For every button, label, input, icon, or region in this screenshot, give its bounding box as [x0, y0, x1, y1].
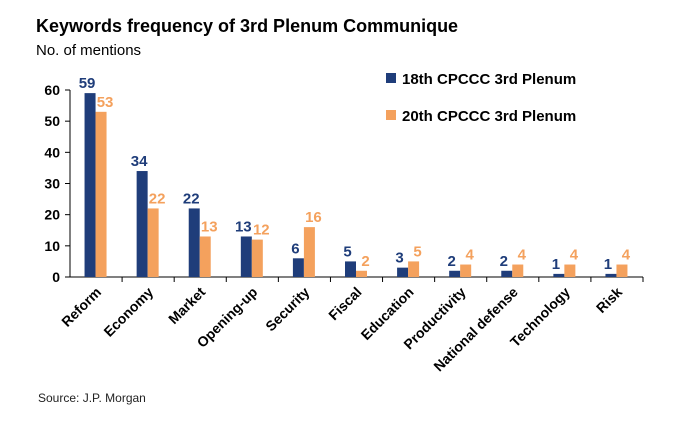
bar-20th-reform	[95, 111, 107, 277]
data-label: 4	[622, 247, 631, 264]
data-label: 22	[183, 190, 200, 207]
bar-18th-opening-up	[240, 236, 252, 277]
legend: 18th CPCCC 3rd Plenum 20th CPCCC 3rd Ple…	[386, 71, 576, 125]
chart-title: Keywords frequency of 3rd Plenum Communi…	[36, 16, 458, 36]
y-tick-label: 60	[44, 82, 60, 98]
bar-18th-education	[397, 267, 409, 277]
chart-subtitle: No. of mentions	[36, 42, 141, 59]
category-label: Reform	[58, 284, 104, 330]
bar-18th-market	[188, 208, 200, 277]
bar-20th-opening-up	[251, 239, 263, 277]
data-label: 12	[253, 222, 270, 239]
y-tick-label: 20	[44, 207, 60, 223]
y-tick-label: 50	[44, 113, 60, 129]
category-label: Fiscal	[325, 284, 364, 323]
data-label: 4	[466, 247, 475, 264]
bar-18th-productivity	[449, 270, 461, 277]
y-tick-label: 10	[44, 238, 60, 254]
data-label: 5	[343, 243, 351, 260]
data-label: 22	[149, 190, 166, 207]
y-tick-label: 40	[44, 144, 60, 160]
data-label: 6	[291, 240, 299, 257]
legend-swatch-20th	[386, 110, 396, 120]
bar-20th-fiscal	[356, 270, 367, 277]
data-label: 13	[235, 218, 252, 235]
data-label: 2	[500, 253, 508, 270]
data-label: 4	[570, 247, 579, 264]
legend-label-18th: 18th CPCCC 3rd Plenum	[402, 71, 576, 88]
bar-18th-national-defense	[501, 270, 513, 277]
bars	[84, 93, 628, 277]
bar-20th-technology	[564, 264, 576, 277]
legend-label-20th: 20th CPCCC 3rd Plenum	[402, 108, 576, 125]
bar-20th-national-defense	[512, 264, 524, 277]
data-label: 53	[97, 94, 114, 111]
y-tick-label: 0	[52, 269, 60, 285]
category-label: Market	[165, 284, 208, 327]
category-label: Security	[262, 284, 313, 335]
bar-20th-economy	[147, 208, 159, 277]
bar-18th-fiscal	[345, 261, 356, 277]
bar-18th-reform	[84, 93, 96, 277]
data-label: 2	[448, 253, 456, 270]
legend-swatch-18th	[386, 73, 396, 83]
data-label: 13	[201, 218, 218, 235]
bar-20th-risk	[616, 264, 628, 277]
bar-20th-market	[199, 236, 211, 277]
source-note: Source: J.P. Morgan	[38, 391, 146, 405]
data-label: 59	[79, 75, 96, 92]
data-label: 16	[305, 209, 322, 226]
bar-18th-security	[292, 258, 304, 277]
axes: 0 10 20 30 40 50 60	[44, 82, 644, 285]
category-label: Risk	[593, 284, 625, 316]
bar-20th-security	[303, 227, 315, 277]
y-tick-label: 30	[44, 176, 60, 192]
data-label: 34	[131, 153, 148, 170]
category-label: Economy	[100, 284, 156, 340]
data-label: 2	[361, 253, 369, 270]
data-label: 5	[413, 243, 421, 260]
data-label: 1	[552, 256, 560, 273]
bar-20th-education	[408, 261, 420, 277]
bar-18th-risk	[605, 273, 617, 277]
bar-18th-economy	[136, 171, 148, 277]
data-label: 3	[395, 250, 403, 267]
data-label: 1	[604, 256, 612, 273]
bar-18th-technology	[553, 273, 565, 277]
bar-20th-productivity	[460, 264, 472, 277]
data-label: 4	[518, 247, 527, 264]
